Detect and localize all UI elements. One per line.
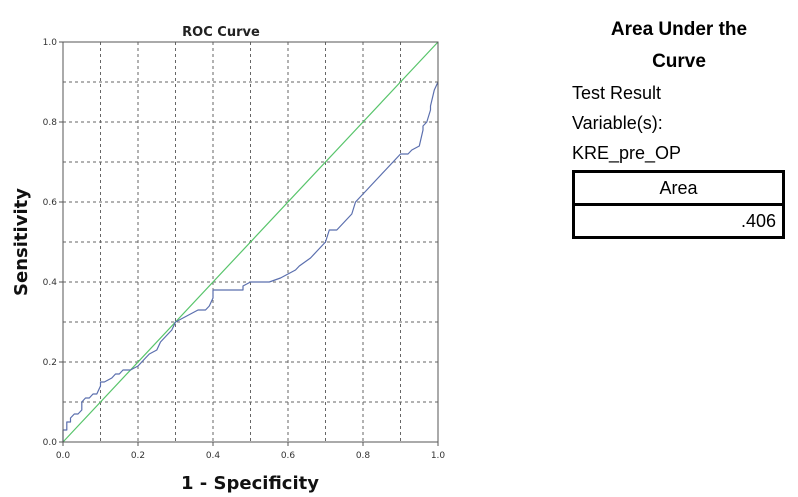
- auc-table-header-row: Area: [572, 170, 785, 206]
- plot-area-frame: [62, 41, 439, 443]
- test-result-label: Test Result: [572, 83, 662, 103]
- area-column-header: Area: [572, 170, 785, 206]
- roc-chart: ROC Curve 0.0 0.2 0.4 0.6 0.8 1.0 0.0 0.2 0.4 0.6…: [11, 25, 446, 494]
- reference-line-series: [62, 41, 439, 443]
- area-value: .406: [572, 203, 785, 239]
- auc-title-line1: Area Under the: [610, 19, 748, 40]
- y-tick-label: 0.6: [43, 198, 58, 208]
- auc-table: Area .406: [572, 170, 785, 239]
- y-tick-label: 0.2: [43, 358, 57, 368]
- axis-ticks: 0.0 0.2 0.4 0.6 0.8 1.0 0.0 0.2 0.4 0.6 0.8 1.0: [43, 38, 446, 461]
- variables-label: Variable(s):: [572, 113, 663, 133]
- x-tick-label: 0.6: [281, 451, 296, 461]
- chart-title: ROC Curve: [182, 25, 260, 40]
- auc-panel: Area Under the Curve Test Result Variabl…: [572, 14, 786, 239]
- grid-lines: [63, 42, 438, 442]
- auc-title-line2: Curve: [652, 51, 706, 72]
- x-axis-label: 1 - Specificity: [181, 473, 319, 494]
- auc-table-row: .406: [572, 203, 785, 239]
- y-tick-label: 1.0: [43, 38, 58, 48]
- x-tick-label: 1.0: [431, 451, 446, 461]
- variable-name: KRE_pre_OP: [572, 143, 682, 163]
- x-tick-label: 0.8: [356, 451, 371, 461]
- reference-diagonal-line: [62, 41, 439, 443]
- y-axis-label: Sensitivity: [11, 188, 32, 296]
- x-tick-label: 0.4: [206, 451, 221, 461]
- x-tick-label: 0.2: [131, 451, 145, 461]
- roc-curve-line: [62, 81, 439, 442]
- y-tick-label: 0.4: [43, 278, 58, 288]
- y-tick-label: 0.0: [43, 438, 58, 448]
- roc-curve-series: [62, 81, 439, 442]
- x-tick-label: 0.0: [56, 451, 71, 461]
- y-tick-label: 0.8: [43, 118, 58, 128]
